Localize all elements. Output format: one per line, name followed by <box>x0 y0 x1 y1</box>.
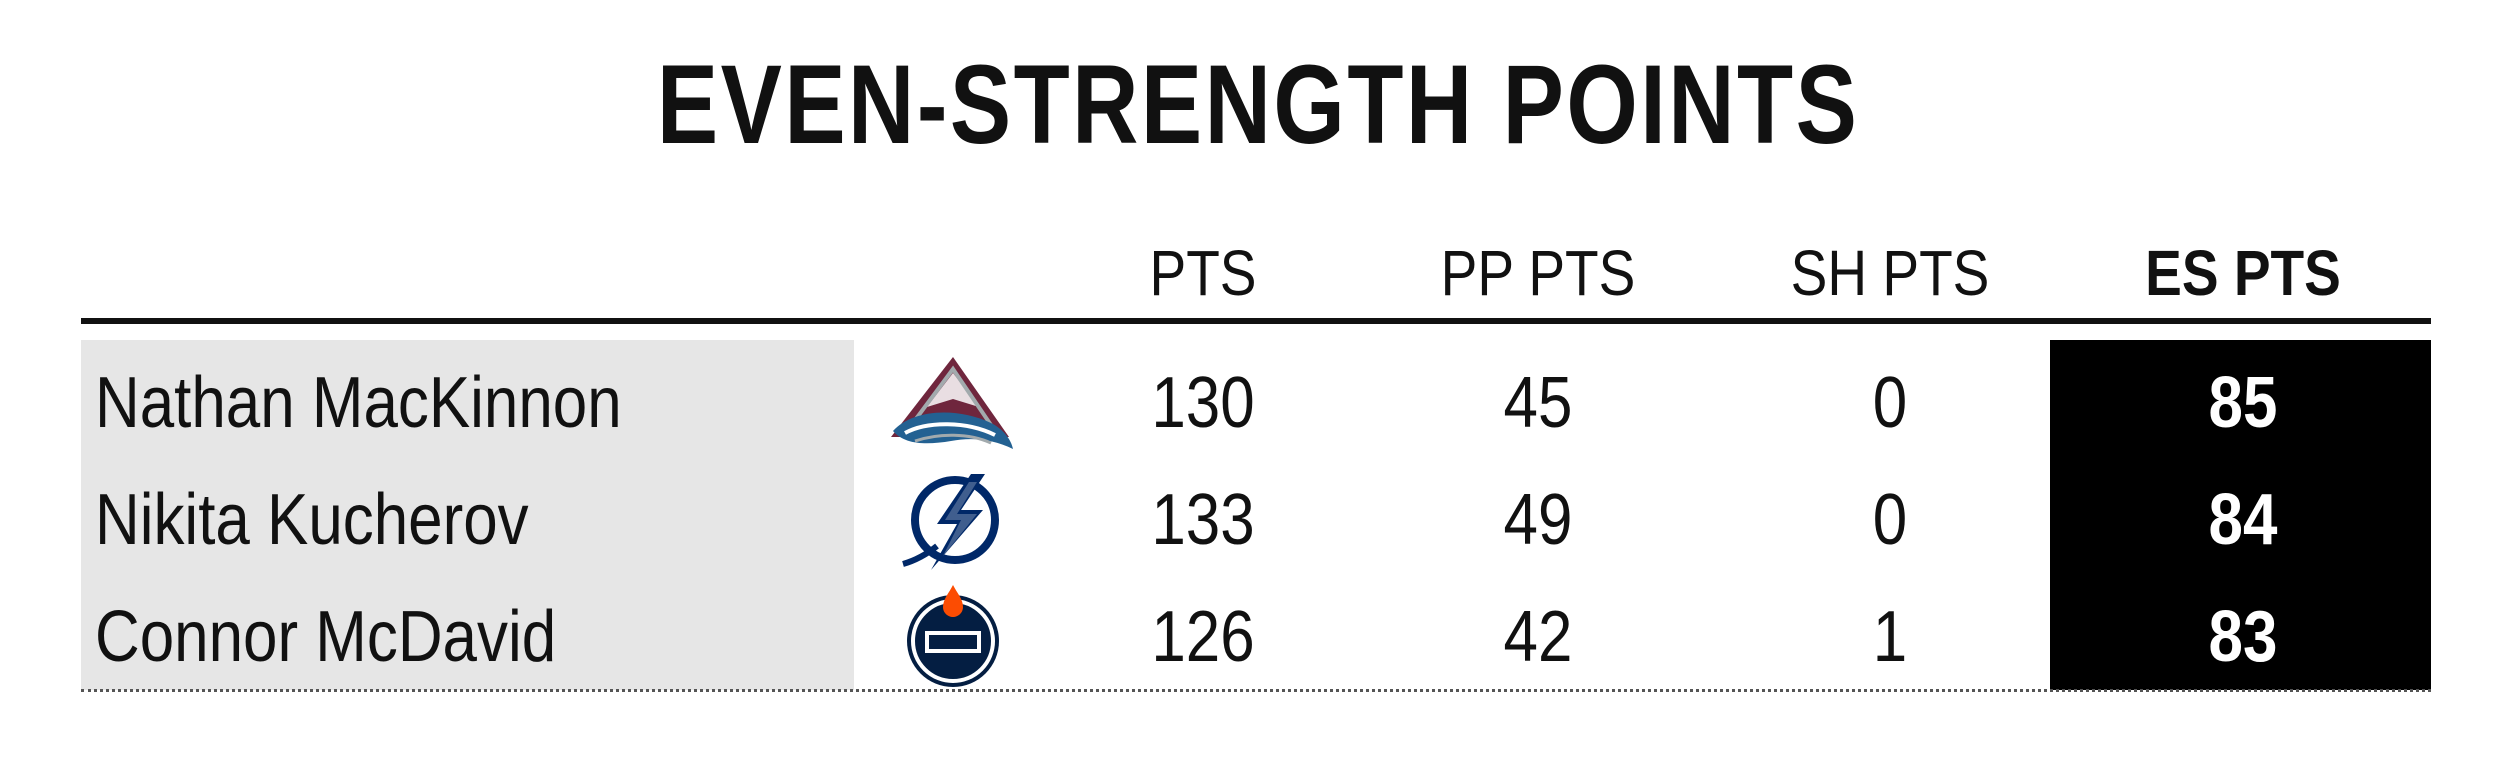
table-row: Connor McDavid 126 42 1 83 <box>0 579 2500 696</box>
header-rule <box>81 318 2431 324</box>
pp-pts-value: 42 <box>1503 597 1573 677</box>
page-title: EVEN-STRENGTH POINTS <box>656 42 1860 167</box>
player-name: Nikita Kucherov <box>95 480 529 560</box>
table-bottom-border <box>81 689 2431 692</box>
header-pts: PTS <box>1149 237 1257 309</box>
header-es-pts: ES PTS <box>2145 237 2341 309</box>
table-row: Nathan MacKinnon 130 45 0 85 <box>0 345 2500 462</box>
sh-pts-value: 0 <box>1872 363 1908 443</box>
header-sh-pts: SH PTS <box>1790 237 1990 309</box>
player-name: Connor McDavid <box>95 597 557 677</box>
es-pts-value: 85 <box>2208 363 2278 443</box>
es-pts-value: 83 <box>2208 597 2278 677</box>
edmonton-oilers-logo-icon <box>887 585 1019 690</box>
es-pts-column-highlight <box>2050 340 2431 690</box>
pp-pts-value: 49 <box>1503 480 1573 560</box>
pts-value: 130 <box>1151 363 1255 443</box>
name-column-background <box>81 340 854 690</box>
sh-pts-value: 0 <box>1872 480 1908 560</box>
sh-pts-value: 1 <box>1872 597 1908 677</box>
table-row: Nikita Kucherov 133 49 0 84 <box>0 462 2500 579</box>
pts-value: 133 <box>1151 480 1255 560</box>
pp-pts-value: 45 <box>1503 363 1573 443</box>
tampa-bay-lightning-logo-icon <box>887 468 1019 573</box>
colorado-avalanche-logo-icon <box>887 351 1019 456</box>
es-pts-value: 84 <box>2208 480 2278 560</box>
header-pp-pts: PP PTS <box>1440 237 1636 309</box>
player-name: Nathan MacKinnon <box>95 363 622 443</box>
pts-value: 126 <box>1151 597 1255 677</box>
